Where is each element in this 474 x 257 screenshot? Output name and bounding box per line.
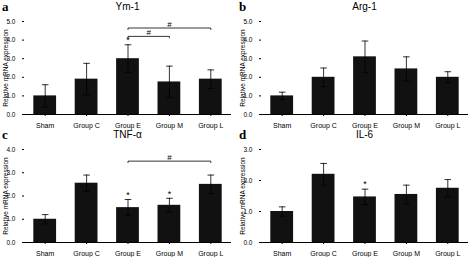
svg-text:1.0: 1.0 <box>243 207 253 215</box>
svg-text:3.0: 3.0 <box>243 146 252 153</box>
svg-text:0.0: 0.0 <box>243 239 252 246</box>
svg-text:Sham: Sham <box>273 122 291 129</box>
svg-text:*: * <box>126 190 130 200</box>
svg-text:Group E: Group E <box>115 250 141 257</box>
html-text:IL-6: IL-6 <box>355 129 374 140</box>
svg-text:Group C: Group C <box>73 250 99 257</box>
svg-text:*: * <box>363 179 367 189</box>
svg-text:3.0: 3.0 <box>6 168 16 176</box>
html-text:b: b <box>239 0 247 14</box>
svg-text:Sham: Sham <box>36 250 54 257</box>
svg-text:2.0: 2.0 <box>6 192 16 200</box>
svg-text:Relative mRNA expression: Relative mRNA expression <box>2 157 10 235</box>
svg-text:#: # <box>167 153 172 162</box>
svg-text:Group L: Group L <box>198 122 223 130</box>
svg-text:2.0: 2.0 <box>243 73 253 81</box>
svg-text:4.0: 4.0 <box>6 146 15 153</box>
svg-text:0.0: 0.0 <box>6 239 15 246</box>
svg-text:2.0: 2.0 <box>243 176 253 184</box>
svg-text:Group L: Group L <box>435 250 460 257</box>
svg-text:Sham: Sham <box>36 122 54 129</box>
svg-text:0.0: 0.0 <box>243 111 252 118</box>
svg-text:Group M: Group M <box>393 250 420 257</box>
svg-text:Group M: Group M <box>393 122 420 130</box>
svg-text:Relative mRNA expression: Relative mRNA expression <box>239 29 247 107</box>
svg-text:1.0: 1.0 <box>6 215 16 223</box>
svg-text:Relative mRNA expression: Relative mRNA expression <box>2 29 10 107</box>
svg-text:Group E: Group E <box>352 122 378 130</box>
html-text:Ym-1: Ym-1 <box>115 1 140 12</box>
html-text:d: d <box>239 127 247 142</box>
svg-text:Group C: Group C <box>73 122 99 130</box>
svg-text:3.0: 3.0 <box>6 54 16 62</box>
html-text:a: a <box>2 0 9 14</box>
html-text:TNF-α: TNF-α <box>113 129 142 140</box>
svg-text:4.0: 4.0 <box>243 36 253 44</box>
svg-text:1.0: 1.0 <box>6 92 16 99</box>
svg-text:Group C: Group C <box>310 122 336 130</box>
svg-text:Group C: Group C <box>310 250 336 257</box>
svg-text:*: * <box>126 35 130 45</box>
html-text:Arg-1: Arg-1 <box>352 1 377 12</box>
svg-text:1.0: 1.0 <box>243 92 253 99</box>
svg-text:0.0: 0.0 <box>6 111 15 118</box>
svg-text:Sham: Sham <box>273 250 291 257</box>
svg-text:Group L: Group L <box>198 250 223 257</box>
svg-text:Group L: Group L <box>435 122 460 130</box>
svg-text:Group E: Group E <box>352 250 378 257</box>
svg-text:#: # <box>146 28 151 37</box>
svg-text:*: * <box>168 189 172 199</box>
svg-text:#: # <box>167 20 172 29</box>
svg-text:2.0: 2.0 <box>6 73 16 81</box>
svg-text:Relative mRNA expression: Relative mRNA expression <box>239 157 247 235</box>
svg-text:5.0: 5.0 <box>6 18 15 25</box>
html-text:c: c <box>2 127 8 142</box>
svg-text:Group M: Group M <box>156 122 183 130</box>
svg-text:Group E: Group E <box>115 122 141 130</box>
svg-text:Group M: Group M <box>156 250 183 257</box>
svg-text:3.0: 3.0 <box>243 54 253 62</box>
svg-text:4.0: 4.0 <box>6 36 16 44</box>
svg-text:5.0: 5.0 <box>243 18 252 25</box>
